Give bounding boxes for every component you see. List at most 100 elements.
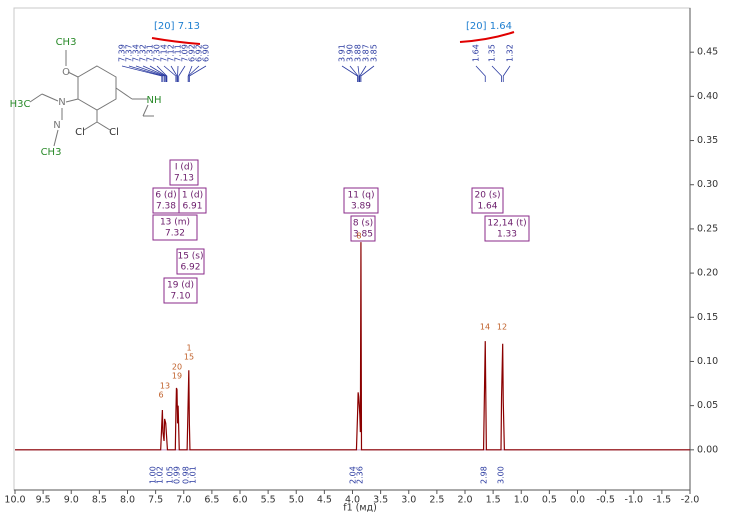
multiplet-shift: 6.92 — [180, 263, 200, 273]
peak-connector — [163, 65, 177, 82]
multiplet-atoms: 1 (d) — [182, 191, 203, 201]
peak-label: 7.14 — [160, 44, 169, 62]
x-tick-label: -0.5 — [596, 495, 615, 506]
peak-label: 3.87 — [362, 44, 371, 62]
peak-label: 6.92 — [195, 44, 204, 62]
atom-label: Cl — [75, 127, 85, 138]
atom-label: N — [58, 97, 65, 108]
integral-label: 2.98 — [480, 466, 489, 484]
x-tick-label: 4.0 — [345, 495, 360, 506]
x-tick-label: -2.0 — [681, 495, 700, 506]
x-tick-label: 5.0 — [289, 495, 304, 506]
y-tick-label: 0.10 — [697, 356, 718, 367]
atom-label: CH3 — [56, 37, 77, 48]
peak-connector — [187, 65, 200, 82]
multiplet-atoms: 12,14 (t) — [487, 219, 526, 229]
integral-label: 3.00 — [497, 466, 506, 484]
integral-label: 1.00 — [149, 466, 158, 484]
x-tick-label: -1.0 — [624, 495, 643, 506]
x-tick-label: 1.0 — [514, 495, 529, 506]
peak-label: 3.88 — [354, 44, 363, 62]
peak-label: 7.31 — [146, 44, 155, 62]
x-tick-label: 9.0 — [64, 495, 79, 506]
integral-label: 1.02 — [156, 466, 165, 484]
peak-connector — [349, 65, 359, 82]
peak-atom-number: 15 — [184, 353, 194, 362]
peak-atom-number: 1 — [186, 344, 191, 353]
multiplet-box — [484, 215, 530, 242]
peak-label: 1.64 — [472, 44, 481, 62]
x-tick-label: 4.5 — [317, 495, 332, 506]
peak-atom-number: 20 — [172, 363, 182, 372]
integral-label: 1.05 — [166, 466, 175, 484]
x-tick-label: 8.5 — [92, 495, 107, 506]
molecule-bonds — [29, 50, 154, 147]
integral-label: 0.99 — [173, 466, 182, 484]
integral-label: 0.98 — [182, 466, 191, 484]
x-tick-label: 6.5 — [204, 495, 219, 506]
peak-label: 7.39 — [118, 44, 127, 62]
peak-atom-number: 13 — [160, 382, 170, 391]
multiplet-atoms: 20 (s) — [474, 191, 500, 201]
x-tick-label: 10.0 — [4, 495, 25, 506]
multiplet-shift: 3.89 — [351, 202, 371, 212]
x-tick-label: 8.0 — [120, 495, 135, 506]
multiplet-atoms: 11 (q) — [347, 191, 374, 201]
y-tick-label: 0.15 — [697, 312, 718, 323]
peak-annotation: [20] 1.64 — [466, 21, 512, 32]
peak-label: 7.09 — [181, 44, 190, 62]
peak-connector — [360, 65, 375, 82]
peak-label: 7.12 — [167, 44, 176, 62]
y-tick-label: 0.35 — [697, 135, 718, 146]
y-tick-label: 0.45 — [697, 47, 718, 58]
x-tick-label: 0.5 — [542, 495, 557, 506]
peak-connector — [359, 65, 367, 82]
multiplet-box — [163, 277, 198, 304]
peak-label: 7.32 — [139, 44, 148, 62]
x-tick-label: 5.5 — [261, 495, 276, 506]
peak-atom-number: 19 — [172, 372, 182, 381]
atom-label: CH3 — [41, 147, 62, 158]
peak-connector — [170, 65, 178, 82]
peak-label: 6.92 — [188, 44, 197, 62]
multiplet-shift: 3.85 — [353, 230, 373, 240]
multiplet-box — [152, 187, 180, 214]
peak-connector — [178, 65, 186, 82]
multiplet-box — [169, 159, 199, 186]
multiplet-shift: 7.38 — [156, 202, 176, 212]
multiplet-atoms: 6 (d) — [155, 191, 176, 201]
multiplet-box — [152, 214, 198, 241]
atom-label: O — [62, 67, 70, 78]
peak-label: 1.32 — [506, 44, 515, 62]
multiplet-shift: 7.32 — [165, 229, 185, 239]
integral-label: 2.36 — [356, 466, 365, 484]
multiplet-shift: 1.33 — [497, 230, 517, 240]
x-tick-label: 3.0 — [401, 495, 416, 506]
multiplet-atoms: I (d) — [175, 163, 193, 173]
peak-connector — [491, 65, 502, 82]
integral-label: 1.01 — [189, 466, 198, 484]
y-tick-label: 0.40 — [697, 91, 718, 102]
atom-label: NH — [147, 95, 162, 106]
x-tick-label: -1.5 — [653, 495, 672, 506]
atom-label: Cl — [109, 127, 119, 138]
multiplet-shift: 1.64 — [477, 202, 497, 212]
peak-atom-number: 12 — [497, 323, 507, 332]
peak-label: 3.85 — [370, 44, 379, 62]
multiplet-box — [471, 187, 504, 214]
multiplet-box — [176, 248, 205, 275]
peak-atom-number: 14 — [480, 323, 490, 332]
peak-label: 3.91 — [338, 44, 347, 62]
x-axis-label: f1 (мд) — [343, 503, 377, 514]
peak-atom-number: 6 — [158, 391, 163, 400]
peak-label: 6.90 — [202, 44, 211, 62]
multiplet-atoms: 19 (d) — [167, 281, 194, 291]
multiplet-atoms: 15 (s) — [177, 252, 203, 262]
y-tick-label: 0.05 — [697, 400, 718, 411]
x-tick-label: 7.0 — [176, 495, 191, 506]
multiplet-box — [350, 215, 376, 242]
integral-label: 2.04 — [349, 466, 358, 484]
x-tick-label: 6.0 — [232, 495, 247, 506]
peak-label: 7.37 — [125, 44, 134, 62]
